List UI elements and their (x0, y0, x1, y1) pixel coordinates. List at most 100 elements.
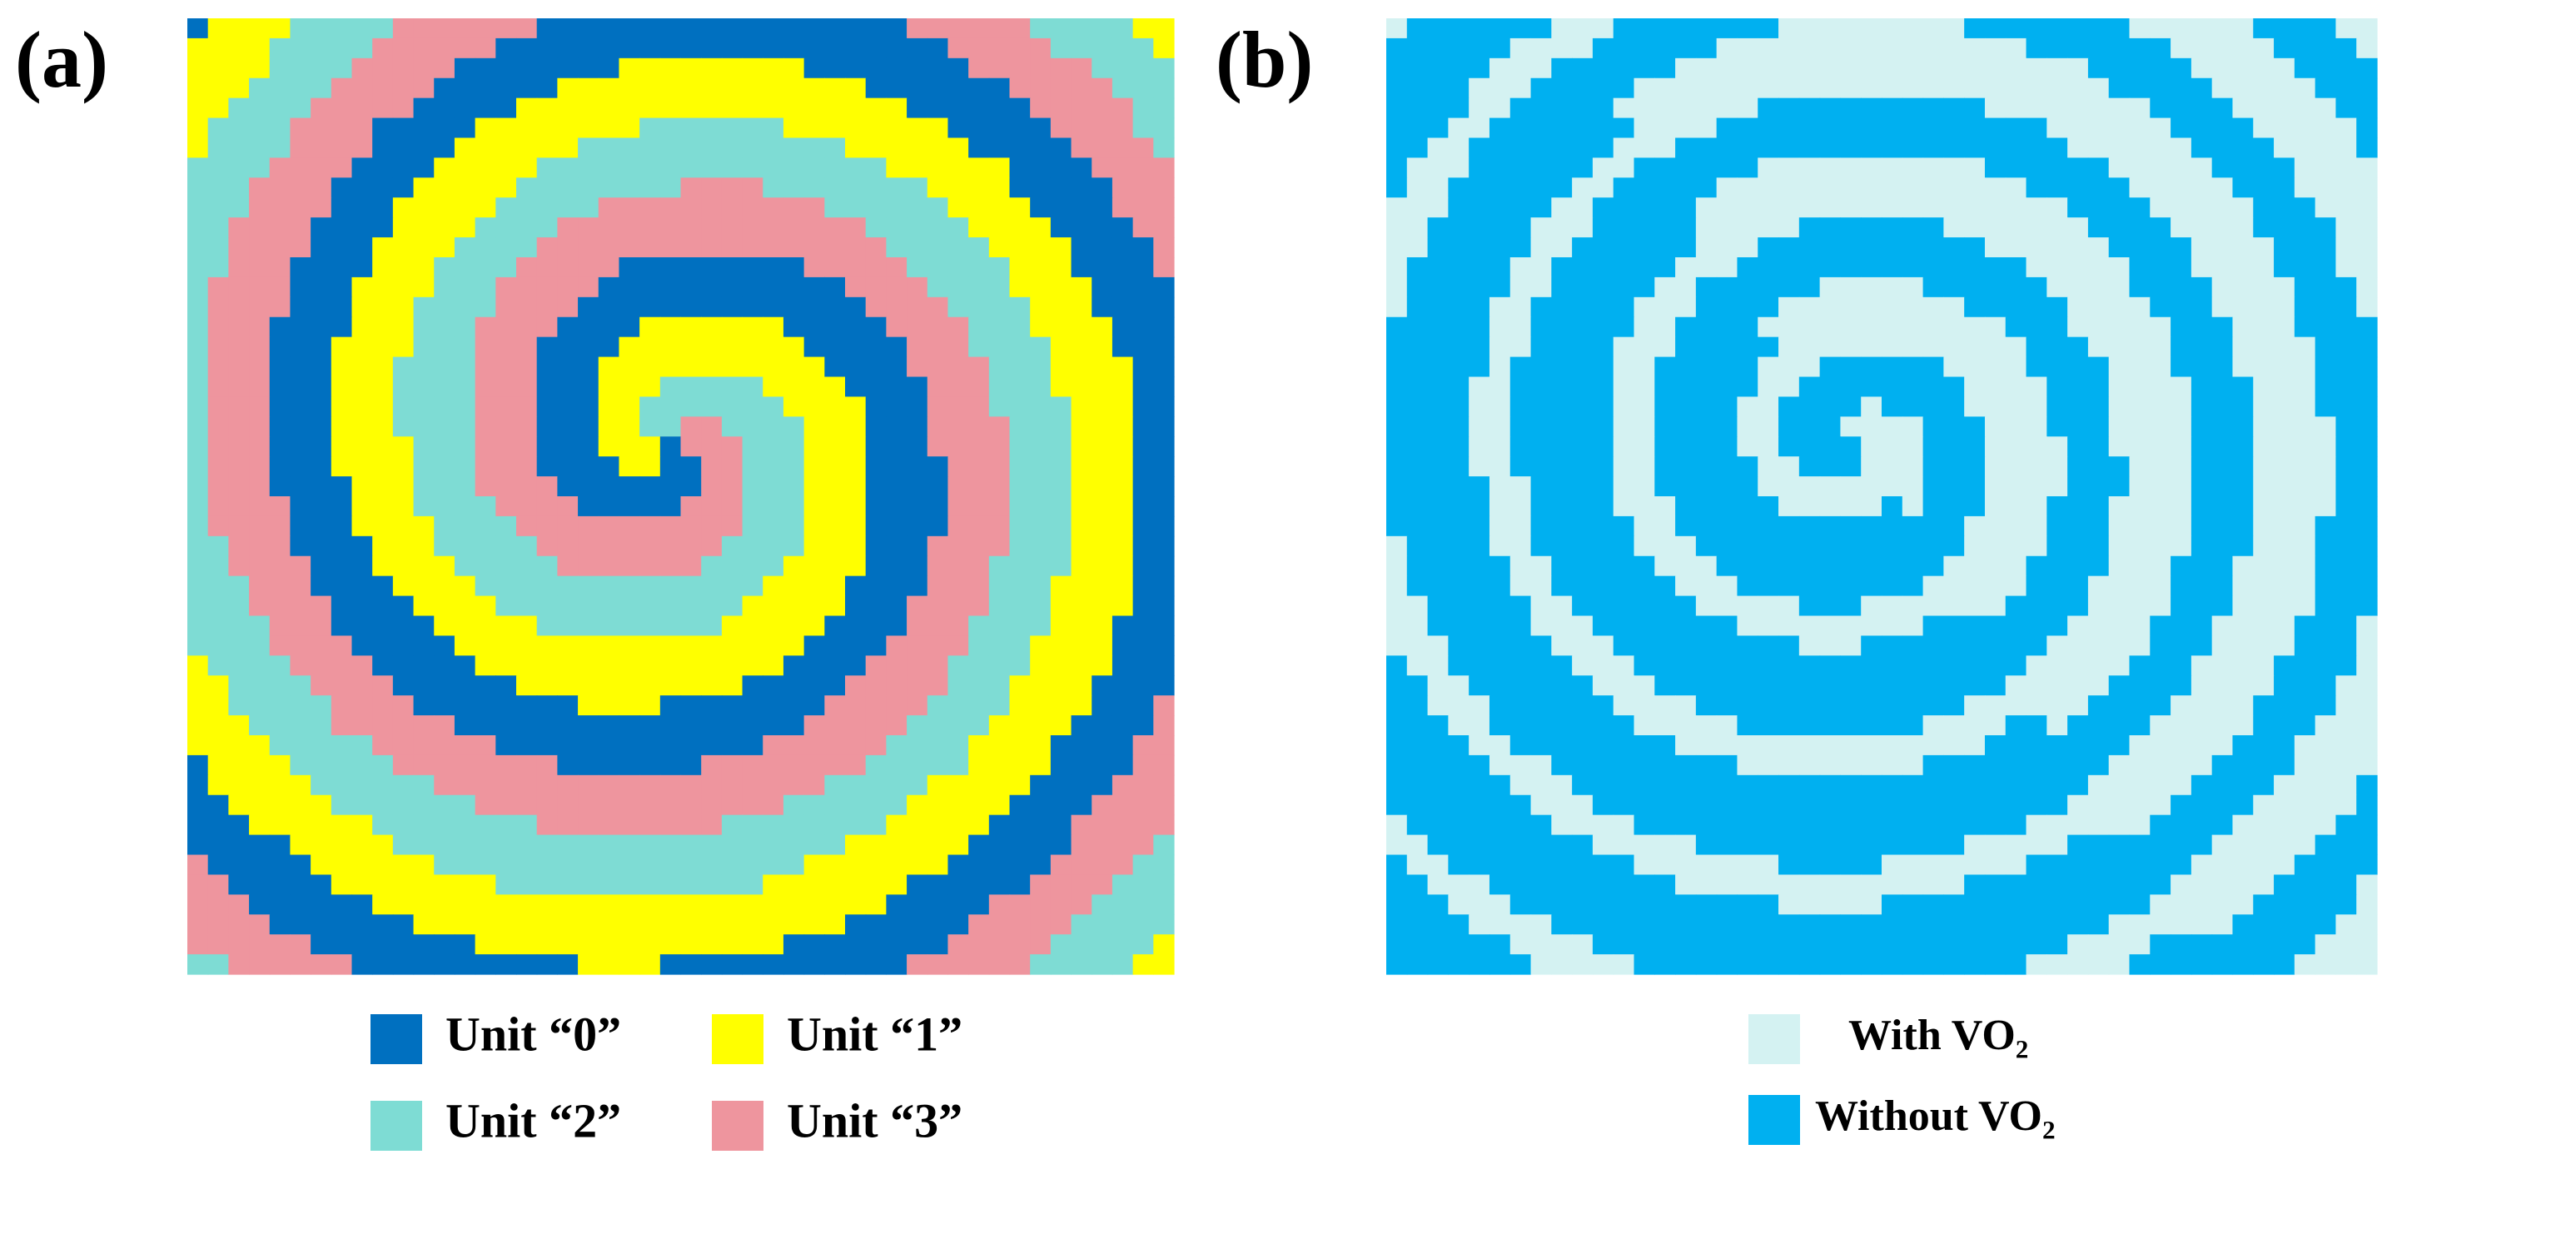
unit-cell (1111, 496, 1134, 517)
unit-cell (331, 535, 353, 557)
unit-cell (228, 336, 250, 358)
unit-cell (372, 874, 394, 895)
unit-cell (249, 336, 271, 358)
unit-cell (1592, 217, 1614, 238)
unit-cell (2046, 735, 2068, 756)
unit-cell (290, 137, 311, 159)
unit-cell (721, 834, 743, 856)
unit-cell (2108, 296, 2131, 318)
unit-cell (2150, 157, 2171, 178)
unit-cell (907, 874, 928, 895)
unit-cell (1737, 316, 1758, 338)
unit-cell (947, 356, 969, 378)
unit-cell (392, 296, 415, 318)
unit-cell (886, 934, 908, 955)
unit-cell (413, 735, 435, 756)
unit-cell (598, 57, 620, 79)
unit-cell (988, 535, 1011, 557)
unit-cell (988, 237, 1011, 258)
unit-cell (2026, 615, 2047, 637)
unit-cell (1092, 635, 1113, 656)
unit-cell (557, 137, 579, 159)
unit-cell (1427, 137, 1449, 159)
unit-cell (413, 655, 435, 676)
unit-cell (824, 37, 846, 59)
unit-cell (1092, 476, 1113, 497)
unit-cell (1675, 954, 1697, 975)
unit-cell (269, 137, 291, 159)
unit-cell (1882, 794, 1903, 816)
unit-cell (1634, 356, 1655, 378)
unit-cell (927, 276, 949, 298)
unit-cell (701, 237, 723, 258)
unit-cell (351, 754, 373, 776)
unit-cell (1798, 197, 1821, 218)
unit-cell (1758, 436, 1779, 457)
unit-cell (2253, 774, 2275, 796)
unit-cell (2026, 794, 2047, 816)
unit-cell (2191, 77, 2213, 99)
unit-cell (516, 695, 538, 716)
unit-cell (845, 257, 867, 278)
unit-cell (2067, 376, 2089, 398)
unit-cell (1758, 217, 1779, 238)
unit-cell (1050, 615, 1072, 637)
unit-cell (2335, 595, 2357, 617)
unit-cell (1840, 615, 1862, 637)
unit-cell (1943, 496, 1965, 517)
unit-cell (865, 237, 887, 258)
unit-cell (1092, 37, 1113, 59)
unit-cell (2026, 117, 2047, 139)
unit-cell (1675, 854, 1697, 876)
unit-cell (1882, 476, 1903, 497)
unit-cell (2356, 137, 2378, 159)
unit-cell (865, 18, 887, 39)
unit-cell (1030, 635, 1052, 656)
unit-cell (207, 595, 229, 617)
unit-cell (331, 296, 353, 318)
unit-cell (454, 794, 476, 816)
unit-cell (2211, 535, 2234, 557)
unit-cell (454, 496, 476, 517)
unit-cell (619, 456, 640, 477)
unit-cell (2171, 18, 2192, 39)
unit-cell (1572, 476, 1594, 497)
unit-cell (803, 515, 825, 537)
unit-cell (2046, 615, 2068, 637)
unit-cell (1092, 336, 1113, 358)
unit-cell (1675, 396, 1697, 417)
unit-cell (1798, 336, 1821, 358)
unit-cell (1840, 97, 1862, 119)
unit-cell (783, 356, 805, 378)
unit-cell (1984, 794, 2007, 816)
unit-cell (269, 117, 291, 139)
unit-cell (1153, 854, 1175, 876)
unit-cell (1509, 456, 1532, 477)
unit-cell (659, 37, 682, 59)
unit-cell (721, 436, 743, 457)
unit-cell (886, 675, 908, 696)
unit-cell (1509, 914, 1532, 935)
unit-cell (845, 436, 867, 457)
unit-cell (701, 157, 723, 178)
unit-cell (1840, 436, 1862, 457)
unit-cell (947, 496, 969, 517)
unit-cell (1778, 77, 1800, 99)
unit-cell (1530, 97, 1552, 119)
unit-cell (1092, 894, 1113, 915)
unit-cell (454, 555, 476, 577)
unit-cell (1716, 914, 1738, 935)
unit-cell (2191, 436, 2213, 457)
unit-cell (1613, 376, 1635, 398)
unit-cell (1902, 555, 1924, 577)
unit-cell (1695, 914, 1718, 935)
unit-cell (557, 854, 579, 876)
unit-cell (2356, 157, 2378, 178)
unit-cell (1572, 57, 1594, 79)
unit-cell (1050, 396, 1072, 417)
unit-cell (2232, 635, 2254, 656)
unit-cell (659, 615, 682, 637)
unit-cell (1530, 57, 1552, 79)
unit-cell (2108, 456, 2131, 477)
unit-cell (290, 396, 311, 417)
